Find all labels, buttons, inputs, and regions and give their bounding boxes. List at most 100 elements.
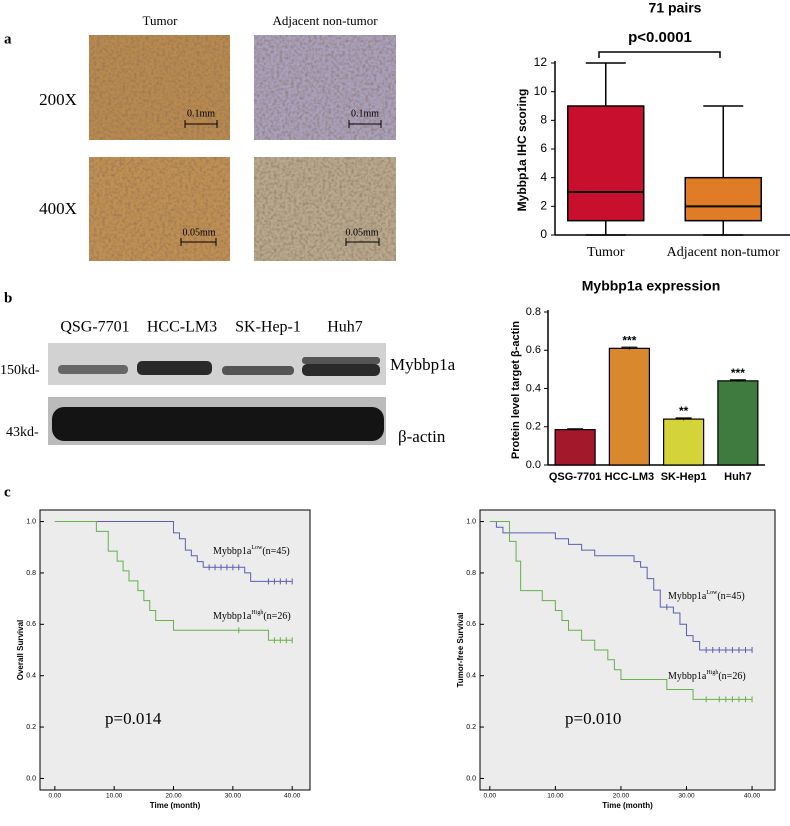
scale-label: 0.1mm xyxy=(351,108,379,119)
y-tick-label: 12 xyxy=(534,55,548,69)
ihc-texture xyxy=(254,35,396,140)
lane-label: QSG-7701 xyxy=(60,319,129,336)
y-tick-label: 8 xyxy=(540,113,547,127)
x-tick-label: 0.00 xyxy=(49,793,62,800)
survival-curve xyxy=(54,521,293,641)
y-tick-label: 0.2 xyxy=(26,724,36,731)
label-rest: (n=45) xyxy=(717,591,744,602)
marker-label: 150kd- xyxy=(0,363,40,378)
error-bar xyxy=(567,428,584,431)
label-rest: (n=26) xyxy=(263,611,290,622)
ihc-images xyxy=(89,35,396,261)
band xyxy=(52,407,384,441)
label-base: Mybbp1a xyxy=(213,546,252,557)
y-tick-label: 1.0 xyxy=(26,518,36,525)
label-sup: High xyxy=(706,670,718,676)
bracket xyxy=(598,51,721,58)
x-axis-label: Time (month) xyxy=(602,801,653,810)
band xyxy=(302,357,380,364)
y-tick-label: 0.8 xyxy=(466,570,476,577)
y-tick-label: 6 xyxy=(540,141,547,155)
y-tick-label: 0.6 xyxy=(26,621,36,628)
label-rest: (n=26) xyxy=(718,671,745,682)
y-tick-label: 0.0 xyxy=(526,459,541,471)
y-tick-label: 10 xyxy=(534,84,548,98)
x-tick-label: HCC-LM3 xyxy=(605,471,655,483)
significance: *** xyxy=(731,366,745,380)
label-sup: Low xyxy=(706,590,718,596)
label-base: Mybbp1a xyxy=(668,671,707,682)
y-tick-label: 4 xyxy=(540,170,547,184)
x-tick-label: 20.00 xyxy=(165,793,182,800)
ihc-texture xyxy=(254,157,396,261)
x-tick-label: 0.00 xyxy=(484,793,497,800)
y-tick-label: 0 xyxy=(540,227,547,241)
ihc-texture xyxy=(89,35,230,140)
box xyxy=(684,176,762,222)
y-tick-label: 0.4 xyxy=(526,382,541,394)
marker-label: 43kd- xyxy=(6,425,39,440)
box xyxy=(567,105,645,222)
band xyxy=(302,364,380,376)
x-tick-label: 40.00 xyxy=(284,793,301,800)
y-axis-label: Overall Survival xyxy=(16,620,25,680)
panel-label: c xyxy=(4,484,11,500)
plot-area xyxy=(39,509,311,791)
scale-label: 0.1mm xyxy=(187,108,215,119)
row-label: 400X xyxy=(39,199,77,218)
y-tick-label: 0.0 xyxy=(466,775,476,782)
survival-curve xyxy=(489,521,753,700)
y-tick-label: 0.2 xyxy=(466,724,476,731)
y-axis-label: Mybbp1a IHC scoring xyxy=(515,89,529,212)
x-axis-label: Time (month) xyxy=(150,801,201,810)
protein-label: β-actin xyxy=(398,427,446,446)
band xyxy=(137,361,212,375)
scale-bar xyxy=(180,120,382,246)
lane-label: Huh7 xyxy=(327,319,363,336)
survival-curve xyxy=(54,521,293,582)
x-tick-label: 20.00 xyxy=(613,793,630,800)
x-tick-label: Huh7 xyxy=(724,471,752,483)
x-tick-label: 10.00 xyxy=(547,793,564,800)
blot xyxy=(48,343,386,445)
y-tick-label: 0.2 xyxy=(526,421,541,433)
band xyxy=(58,365,128,374)
column-title: Adjacent non-tumor xyxy=(272,13,378,28)
scale-label: 0.05mm xyxy=(345,227,378,238)
bar xyxy=(608,347,650,466)
label-sup: High xyxy=(251,610,263,616)
y-tick-label: 0.8 xyxy=(26,570,36,577)
series-label: Mybbp1aHigh(n=26) xyxy=(668,670,746,682)
y-tick-label: 0.4 xyxy=(466,673,476,680)
label-rest: (n=45) xyxy=(262,546,289,557)
x-tick-label: 30.00 xyxy=(225,793,242,800)
chart-title: 71 pairs xyxy=(649,0,702,16)
series-label: Mybbp1aHigh(n=26) xyxy=(213,610,291,622)
error-bar xyxy=(621,346,638,350)
label-base: Mybbp1a xyxy=(213,611,252,622)
series-label: Mybbp1aLow(n=45) xyxy=(668,590,745,602)
y-tick-label: 1.0 xyxy=(466,518,476,525)
significance: *** xyxy=(622,333,636,347)
x-tick-label: Tumor xyxy=(587,245,625,260)
bar xyxy=(663,418,705,466)
y-tick-label: 2 xyxy=(540,199,547,213)
y-tick-label: 0.6 xyxy=(466,621,476,628)
annotation: p=0.010 xyxy=(565,709,621,728)
scale-label: 0.05mm xyxy=(182,227,215,238)
ihc-texture xyxy=(89,157,230,261)
row-label: 200X xyxy=(39,90,77,109)
x-tick-label: Adjacent non-tumor xyxy=(667,245,780,260)
panel-label: a xyxy=(4,31,12,47)
x-tick-label: 10.00 xyxy=(106,793,123,800)
annotation: p=0.014 xyxy=(105,709,162,728)
y-tick-label: 0.6 xyxy=(526,344,541,356)
label-base: Mybbp1a xyxy=(668,591,707,602)
lane-label: SK-Hep-1 xyxy=(235,319,301,336)
chart-title: Mybbp1a expression xyxy=(582,278,721,294)
x-tick-label: 30.00 xyxy=(678,793,695,800)
lane-label: HCC-LM3 xyxy=(147,319,217,336)
error-bar xyxy=(675,417,692,421)
annotation: p<0.0001 xyxy=(628,29,692,46)
